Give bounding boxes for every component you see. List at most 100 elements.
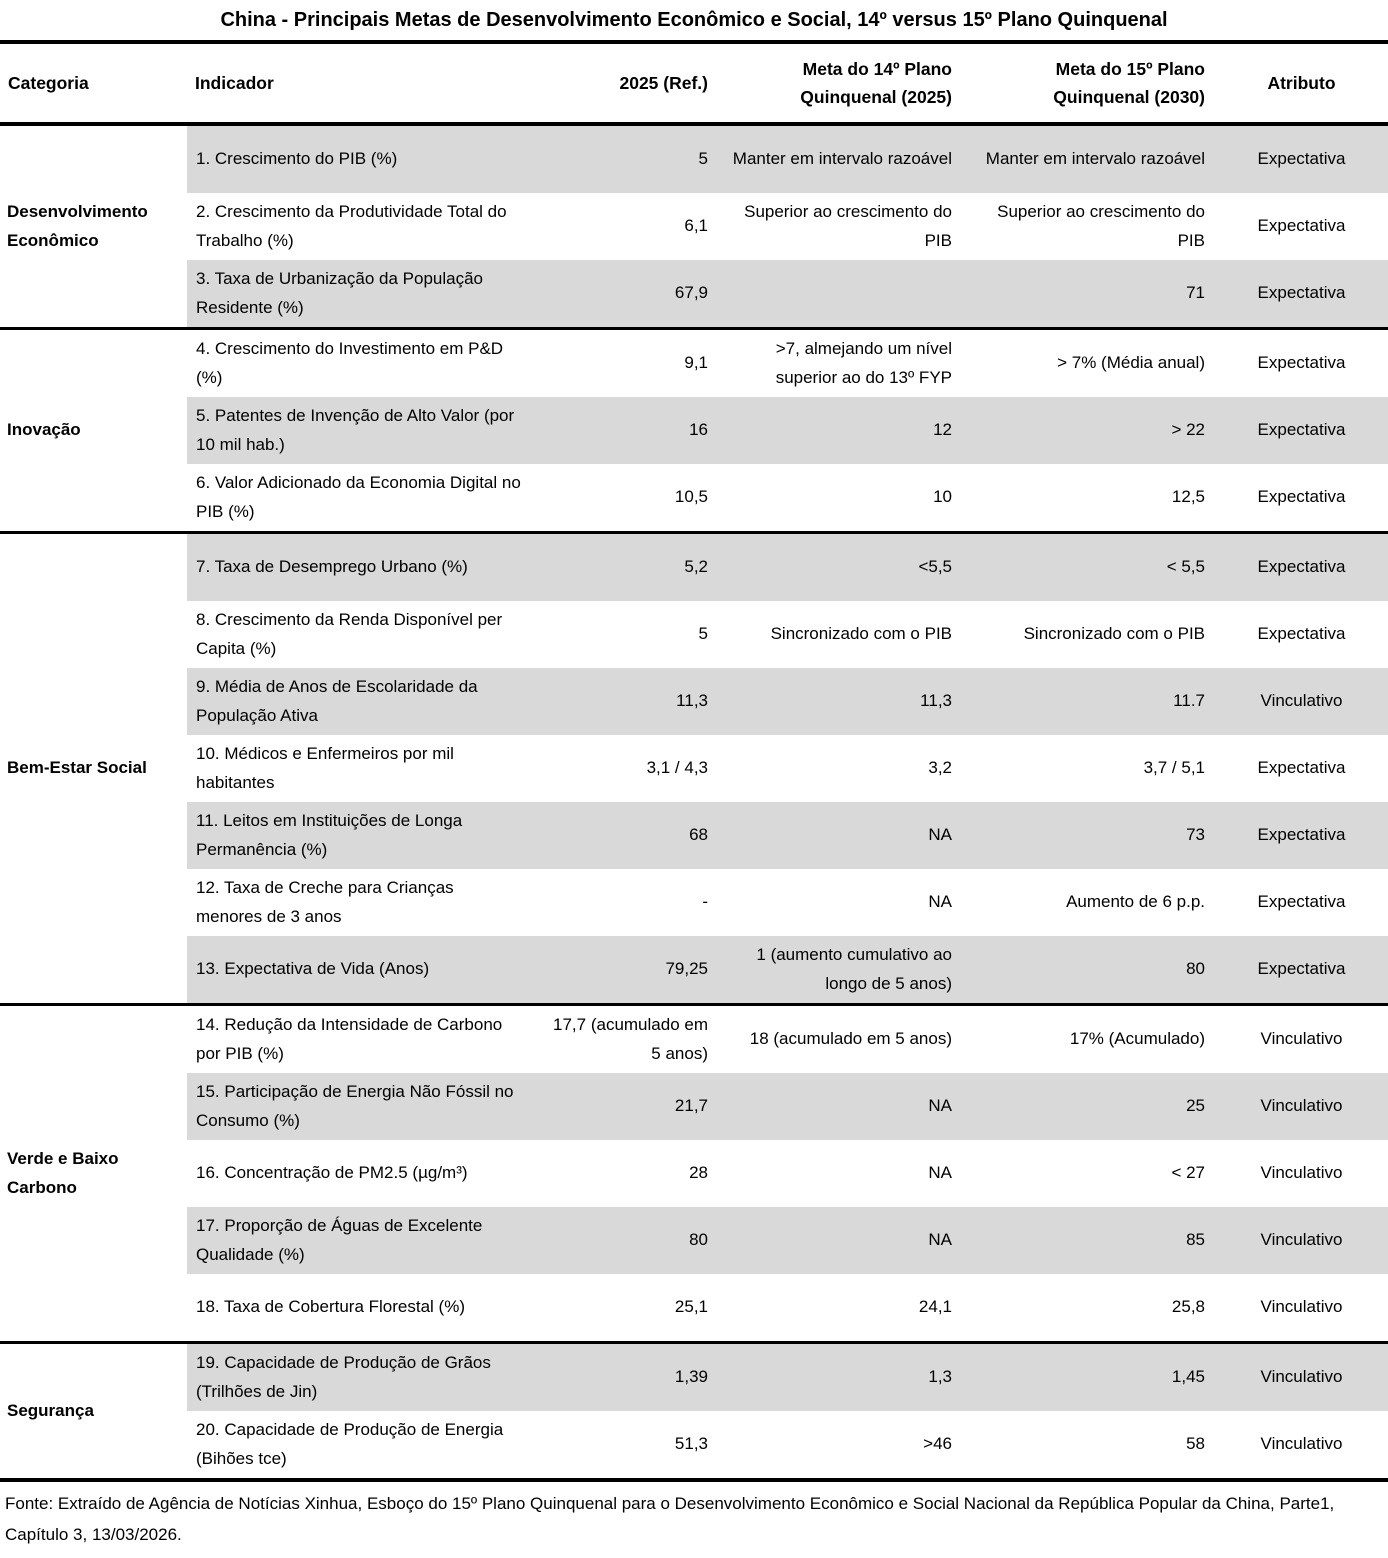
attribute-cell: Vinculativo [1260,1434,1343,1454]
ref-2025-cell: 5 [698,624,708,644]
table-row: Inovação 4. Crescimento do Investimento e… [0,327,1388,533]
source-note: Fonte: Extraído de Agência de Notícias X… [5,1494,1335,1544]
table-row: 15. Participação de Energia Não Fóssil n… [0,1073,1388,1140]
meta-15-cell: Manter em intervalo razoável [962,122,1215,193]
indicator-cell: 17. Proporção de Águas de Excelente Qual… [187,1207,530,1274]
table-row: Verde e Baixo Carbono 14. Redução da Inte… [0,1003,1388,1343]
table-row: 18. Taxa de Cobertura Florestal (%) 25,1 2… [0,1274,1388,1343]
category-cell: Inovação [0,327,187,533]
table-row: Desenvolvimento Econômico 1. Crescimento … [0,122,1388,329]
indicator-cell: 18. Taxa de Cobertura Florestal (%) [196,1297,465,1317]
ref-2025-cell: - [702,892,708,912]
meta-14-cell: <5,5 [718,531,962,601]
meta-15-cell: 73 [962,802,1215,869]
ref-2025-cell: 16 [530,397,718,464]
ref-2025-cell: 5,2 [530,531,718,601]
ref-2025-cell: 1,39 [530,1341,718,1411]
meta-15-cell: 11.7 [962,668,1215,735]
indicator-cell: 12. Taxa de Creche para Crianças menores… [196,878,454,926]
ref-2025-cell: 11,3 [530,668,718,735]
table-row: 17. Proporção de Águas de Excelente Qual… [0,1207,1388,1274]
meta-14-cell: 10 [933,487,952,507]
ref-2025-cell: 21,7 [530,1073,718,1140]
meta-14-cell: >7, almejando um nível superior ao do 13… [718,327,962,397]
meta-14-cell: NA [718,1073,962,1140]
meta-15-cell: 1,45 [962,1341,1215,1411]
table-row: 8. Crescimento da Renda Disponível per C… [0,601,1388,668]
meta-15-cell: 58 [1186,1434,1205,1454]
indicator-cell: 4. Crescimento do Investimento em P&D (%… [187,327,530,397]
meta-15-cell: 80 [962,936,1215,1005]
header-meta-15: Meta do 15º Plano Quinquenal (2030) [962,42,1215,126]
meta-14-cell: Sincronizado com o PIB [770,624,952,644]
ref-2025-cell: 25,1 [674,1297,708,1317]
meta-14-cell: 3,2 [928,758,952,778]
page-title: China - Principais Metas de Desenvolvime… [220,9,1168,31]
attribute-cell: Expectativa [1257,892,1346,912]
table-row: 6. Valor Adicionado da Economia Digital … [0,464,1388,533]
indicator-cell: 13. Expectativa de Vida (Anos) [187,936,530,1005]
ref-2025-cell: 79,25 [530,936,718,1005]
table-body: Desenvolvimento Econômico 1. Crescimento … [0,122,1388,1480]
indicator-cell: 8. Crescimento da Renda Disponível per C… [196,610,503,658]
meta-15-cell: 12,5 [1171,487,1205,507]
meta-15-cell: Superior ao crescimento do PIB [997,202,1205,250]
indicator-cell: 16. Concentração de PM2.5 (µg/m³) [196,1163,468,1183]
attribute-cell: Expectativa [1257,758,1346,778]
attribute-cell: Vinculativo [1215,1207,1388,1274]
ref-2025-cell: 6,1 [684,216,708,236]
meta-15-cell: 85 [962,1207,1215,1274]
attribute-cell: Expectativa [1257,487,1346,507]
indicator-cell: 7. Taxa de Desemprego Urbano (%) [187,531,530,601]
attribute-cell: Expectativa [1215,122,1388,193]
meta-15-cell: Aumento de 6 p.p. [1066,892,1205,912]
indicator-cell: 1. Crescimento do PIB (%) [187,122,530,193]
table-row: Bem-Estar Social 7. Taxa de Desemprego Ur… [0,531,1388,1005]
attribute-cell: Expectativa [1215,936,1388,1005]
category-cell: Verde e Baixo Carbono [0,1003,187,1343]
meta-15-cell: 3,7 / 5,1 [1143,758,1205,778]
goals-table: Categoria Indicador 2025 (Ref.) Meta do … [0,40,1388,1482]
attribute-cell: Vinculativo [1215,668,1388,735]
table-row: 20. Capacidade de Produção de Energia (B… [0,1411,1388,1480]
attribute-cell: Vinculativo [1260,1297,1343,1317]
indicator-cell: 2. Crescimento da Produtividade Total do… [196,202,507,250]
meta-14-cell [718,260,962,329]
indicator-cell: 11. Leitos em Instituições de Longa Perm… [187,802,530,869]
indicator-cell: 10. Médicos e Enfermeiros por mil habita… [196,744,454,792]
header-categoria: Categoria [0,42,187,126]
attribute-cell: Expectativa [1215,531,1388,601]
ref-2025-cell: 67,9 [530,260,718,329]
header-meta-14: Meta do 14º Plano Quinquenal (2025) [718,42,962,126]
ref-2025-cell: 10,5 [674,487,708,507]
meta-14-cell: NA [928,892,952,912]
ref-2025-cell: 17,7 (acumulado em 5 anos) [530,1003,718,1073]
meta-14-cell: 11,3 [718,668,962,735]
meta-15-cell: Sincronizado com o PIB [1023,624,1205,644]
attribute-cell: Expectativa [1257,216,1346,236]
meta-15-cell: 17% (Acumulado) [962,1003,1215,1073]
indicator-cell: 3. Taxa de Urbanização da População Resi… [187,260,530,329]
indicator-cell: 20. Capacidade de Produção de Energia (B… [196,1420,504,1468]
meta-15-cell: > 22 [962,397,1215,464]
meta-14-cell: NA [718,1207,962,1274]
meta-14-cell: NA [718,802,962,869]
header-row: Categoria Indicador 2025 (Ref.) Meta do … [0,42,1388,126]
attribute-cell: Vinculativo [1215,1341,1388,1411]
ref-2025-cell: 80 [530,1207,718,1274]
meta-14-cell: 24,1 [918,1297,952,1317]
table-row: 11. Leitos em Instituições de Longa Perm… [0,802,1388,869]
indicator-cell: 19. Capacidade de Produção de Grãos (Tri… [187,1341,530,1411]
attribute-cell: Vinculativo [1215,1003,1388,1073]
table-row: Segurança 19. Capacidade de Produção de G… [0,1341,1388,1480]
indicator-cell: 6. Valor Adicionado da Economia Digital … [196,473,521,521]
ref-2025-cell: 9,1 [530,327,718,397]
meta-15-cell: < 27 [1171,1163,1205,1183]
ref-2025-cell: 51,3 [674,1434,708,1454]
table-row: 3. Taxa de Urbanização da População Resi… [0,260,1388,329]
header-indicador: Indicador [187,42,530,126]
attribute-cell: Expectativa [1215,397,1388,464]
attribute-cell: Expectativa [1215,802,1388,869]
meta-14-cell: 18 (acumulado em 5 anos) [718,1003,962,1073]
attribute-cell: Expectativa [1257,624,1346,644]
